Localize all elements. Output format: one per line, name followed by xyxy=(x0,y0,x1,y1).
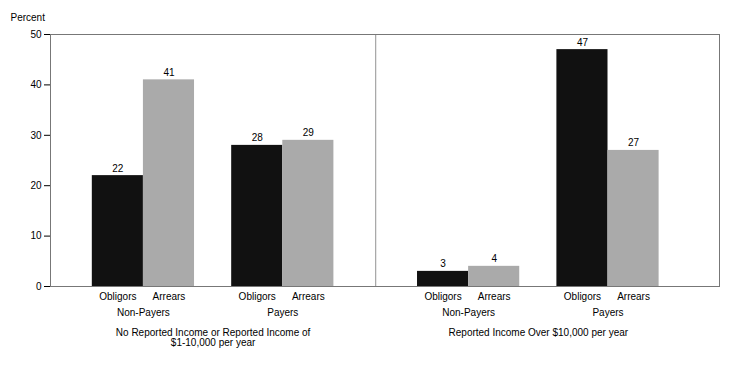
svg-text:Non-Payers: Non-Payers xyxy=(442,307,495,318)
svg-text:Obligors: Obligors xyxy=(564,291,601,302)
svg-text:Obligors: Obligors xyxy=(424,291,461,302)
svg-text:3: 3 xyxy=(440,258,446,269)
svg-text:0: 0 xyxy=(36,281,42,292)
svg-text:Arrears: Arrears xyxy=(617,291,650,302)
svg-text:20: 20 xyxy=(30,180,42,191)
svg-text:50: 50 xyxy=(30,29,42,40)
svg-text:40: 40 xyxy=(30,79,42,90)
svg-text:28: 28 xyxy=(252,132,264,143)
svg-text:29: 29 xyxy=(303,127,315,138)
svg-text:47: 47 xyxy=(577,37,589,48)
svg-text:4: 4 xyxy=(491,253,497,264)
svg-text:41: 41 xyxy=(163,67,175,78)
svg-text:Obligors: Obligors xyxy=(239,291,276,302)
svg-text:30: 30 xyxy=(30,130,42,141)
svg-text:Reported Income Over $10,000 p: Reported Income Over $10,000 per year xyxy=(449,327,629,338)
svg-text:Arrears: Arrears xyxy=(153,291,186,302)
svg-text:27: 27 xyxy=(628,137,640,148)
svg-text:Arrears: Arrears xyxy=(292,291,325,302)
svg-text:Payers: Payers xyxy=(592,307,623,318)
svg-text:No Reported Income or Reported: No Reported Income or Reported Income of… xyxy=(116,327,311,348)
svg-text:22: 22 xyxy=(112,163,124,174)
svg-text:Payers: Payers xyxy=(267,307,298,318)
svg-text:10: 10 xyxy=(30,230,42,241)
svg-text:Arrears: Arrears xyxy=(478,291,511,302)
svg-text:Non-Payers: Non-Payers xyxy=(117,307,170,318)
svg-text:Obligors: Obligors xyxy=(99,291,136,302)
svg-text:Percent: Percent xyxy=(11,12,46,23)
